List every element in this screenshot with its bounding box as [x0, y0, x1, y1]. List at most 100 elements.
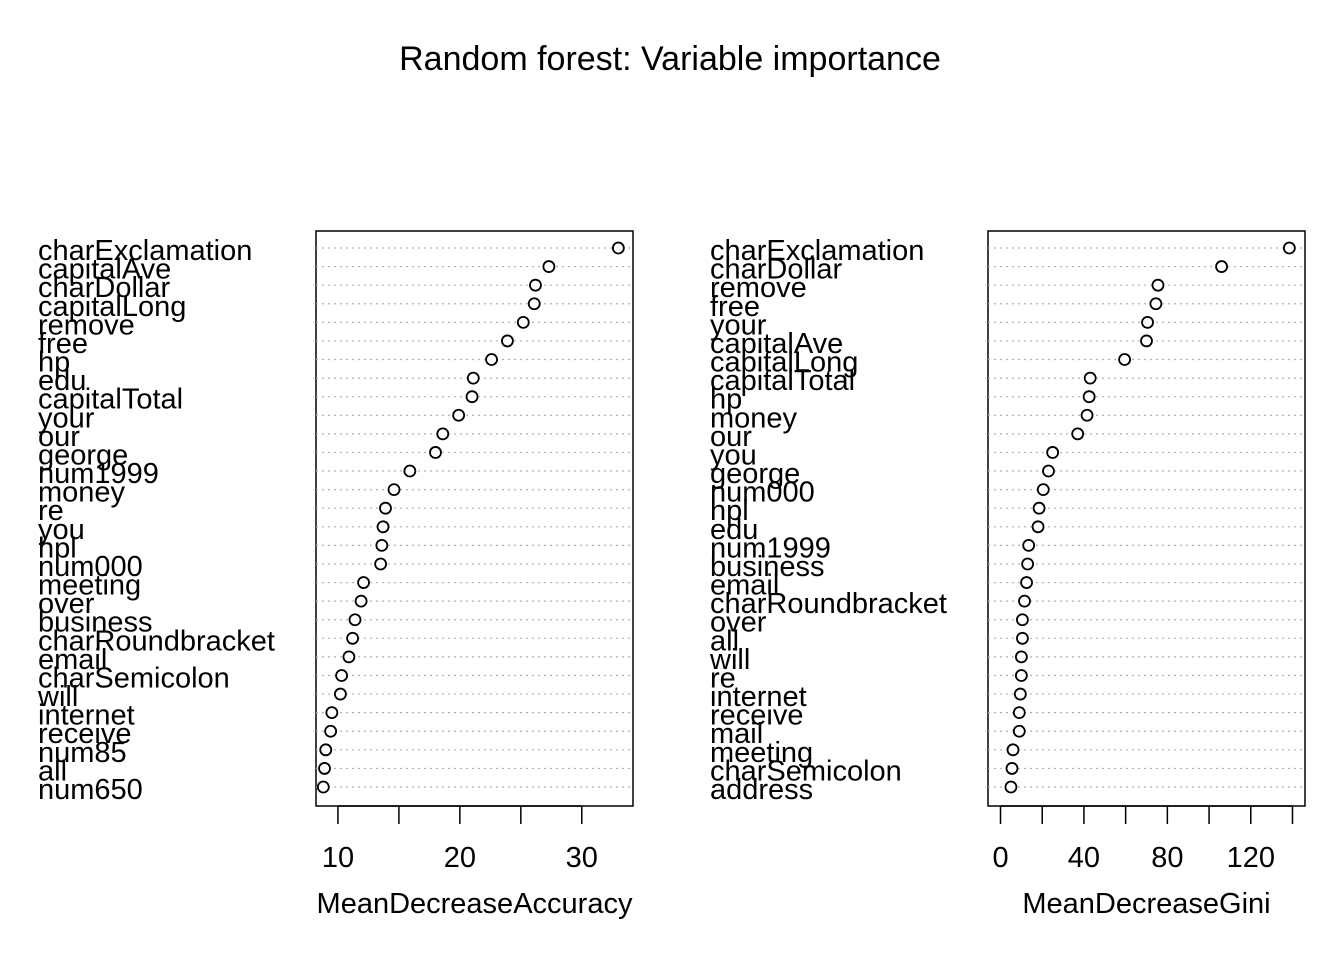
- gini-label-all: all: [710, 625, 739, 657]
- gini-label-our: our: [710, 421, 752, 453]
- gini-label-re: re: [710, 662, 736, 694]
- accuracy-label-num000: num000: [38, 551, 143, 583]
- accuracy-label-george: george: [38, 439, 128, 471]
- accuracy-point-your: [452, 408, 466, 422]
- accuracy-label-internet: internet: [38, 700, 135, 732]
- accuracy-point-george: [429, 446, 442, 459]
- accuracy-label-all: all: [38, 755, 67, 787]
- gini-x-tick-label: 80: [1151, 842, 1183, 874]
- gini-point-your: [1141, 315, 1154, 329]
- accuracy-label-num650: num650: [38, 774, 143, 806]
- gini-label-address: address: [710, 774, 813, 806]
- accuracy-point-num650: [316, 780, 330, 794]
- gini-point-edu: [1031, 520, 1045, 534]
- accuracy-label-capitalAve: capitalAve: [38, 254, 171, 286]
- gini-label-money: money: [710, 402, 798, 434]
- gini-x-axis-label: MeanDecreaseGini: [1022, 888, 1270, 920]
- gini-point-you: [1046, 446, 1060, 459]
- gini-point-over: [1016, 613, 1029, 627]
- gini-label-receive: receive: [710, 700, 804, 732]
- gini-label-business: business: [710, 551, 824, 583]
- gini-label-capitalTotal: capitalTotal: [710, 365, 855, 397]
- gini-label-your: your: [710, 309, 767, 341]
- accuracy-label-charExclamation: charExclamation: [38, 235, 252, 267]
- gini-point-re: [1014, 669, 1028, 682]
- accuracy-label-charSemicolon: charSemicolon: [38, 662, 230, 694]
- accuracy-point-free: [501, 334, 514, 348]
- gini-label-hpl: hpl: [710, 495, 749, 527]
- gini-label-free: free: [710, 291, 760, 323]
- accuracy-point-money: [387, 483, 401, 497]
- gini-label-capitalLong: capitalLong: [710, 347, 858, 379]
- accuracy-point-re: [379, 501, 392, 515]
- gini-label-will: will: [709, 644, 750, 676]
- accuracy-label-our: our: [38, 421, 80, 453]
- accuracy-label-receive: receive: [38, 718, 132, 750]
- gini-point-meeting: [1006, 743, 1020, 757]
- accuracy-label-remove: remove: [38, 309, 135, 341]
- accuracy-point-capitalLong: [527, 297, 541, 311]
- gini-point-our: [1071, 427, 1085, 441]
- accuracy-label-will: will: [37, 681, 78, 713]
- gini-label-edu: edu: [710, 514, 758, 546]
- accuracy-point-internet: [325, 706, 339, 720]
- gini-label-george: george: [710, 458, 800, 490]
- accuracy-point-will: [333, 687, 347, 701]
- gini-point-remove: [1151, 278, 1165, 292]
- gini-label-charExclamation: charExclamation: [710, 235, 924, 267]
- gini-label-hp: hp: [710, 384, 742, 416]
- gini-point-capitalAve: [1140, 334, 1153, 348]
- gini-point-hpl: [1032, 501, 1046, 515]
- gini-label-mail: mail: [710, 718, 763, 750]
- accuracy-label-num1999: num1999: [38, 458, 159, 490]
- accuracy-label-business: business: [38, 607, 152, 639]
- accuracy-label-hp: hp: [38, 347, 70, 379]
- accuracy-plot-frame: [315, 230, 634, 807]
- gini-point-capitalTotal: [1083, 371, 1097, 385]
- accuracy-label-capitalLong: capitalLong: [38, 291, 186, 323]
- accuracy-point-charRoundbracket: [346, 631, 359, 645]
- gini-label-charRoundbracket: charRoundbracket: [710, 588, 947, 620]
- accuracy-label-you: you: [38, 514, 85, 546]
- gini-label-charSemicolon: charSemicolon: [710, 755, 902, 787]
- accuracy-label-capitalTotal: capitalTotal: [38, 384, 183, 416]
- gini-label-num000: num000: [710, 477, 815, 509]
- accuracy-label-hpl: hpl: [38, 532, 77, 564]
- accuracy-label-email: email: [38, 644, 107, 676]
- gini-point-free: [1149, 297, 1163, 311]
- accuracy-x-tick-label: 10: [322, 842, 354, 874]
- accuracy-label-meeting: meeting: [38, 570, 141, 602]
- gini-label-internet: internet: [710, 681, 807, 713]
- accuracy-point-hp: [485, 353, 498, 366]
- gini-label-remove: remove: [710, 272, 807, 304]
- accuracy-label-charDollar: charDollar: [38, 272, 170, 304]
- gini-point-will: [1014, 650, 1028, 664]
- accuracy-label-re: re: [38, 495, 64, 527]
- gini-label-over: over: [710, 607, 767, 639]
- gini-label-num1999: num1999: [710, 532, 831, 564]
- accuracy-point-edu: [466, 371, 480, 385]
- gini-point-mail: [1012, 724, 1026, 738]
- accuracy-x-tick-label: 20: [444, 842, 476, 874]
- accuracy-point-meeting: [357, 576, 370, 589]
- gini-point-internet: [1013, 687, 1027, 701]
- accuracy-label-edu: edu: [38, 365, 86, 397]
- accuracy-point-num000: [374, 557, 388, 571]
- gini-point-all: [1016, 631, 1029, 645]
- gini-point-num000: [1036, 483, 1050, 497]
- accuracy-label-charRoundbracket: charRoundbracket: [38, 625, 275, 657]
- accuracy-point-charExclamation: [611, 241, 625, 255]
- accuracy-label-num85: num85: [38, 737, 127, 769]
- gini-point-email: [1020, 576, 1033, 589]
- accuracy-label-free: free: [38, 328, 88, 360]
- accuracy-point-capitalAve: [542, 260, 556, 273]
- gini-label-capitalAve: capitalAve: [710, 328, 843, 360]
- gini-point-charSemicolon: [1005, 762, 1019, 775]
- accuracy-label-money: money: [38, 477, 126, 509]
- gini-point-hp: [1082, 390, 1096, 404]
- gini-point-charDollar: [1215, 260, 1228, 273]
- gini-x-tick-label: 120: [1227, 842, 1275, 874]
- gini-point-receive: [1012, 706, 1026, 720]
- gini-label-meeting: meeting: [710, 737, 813, 769]
